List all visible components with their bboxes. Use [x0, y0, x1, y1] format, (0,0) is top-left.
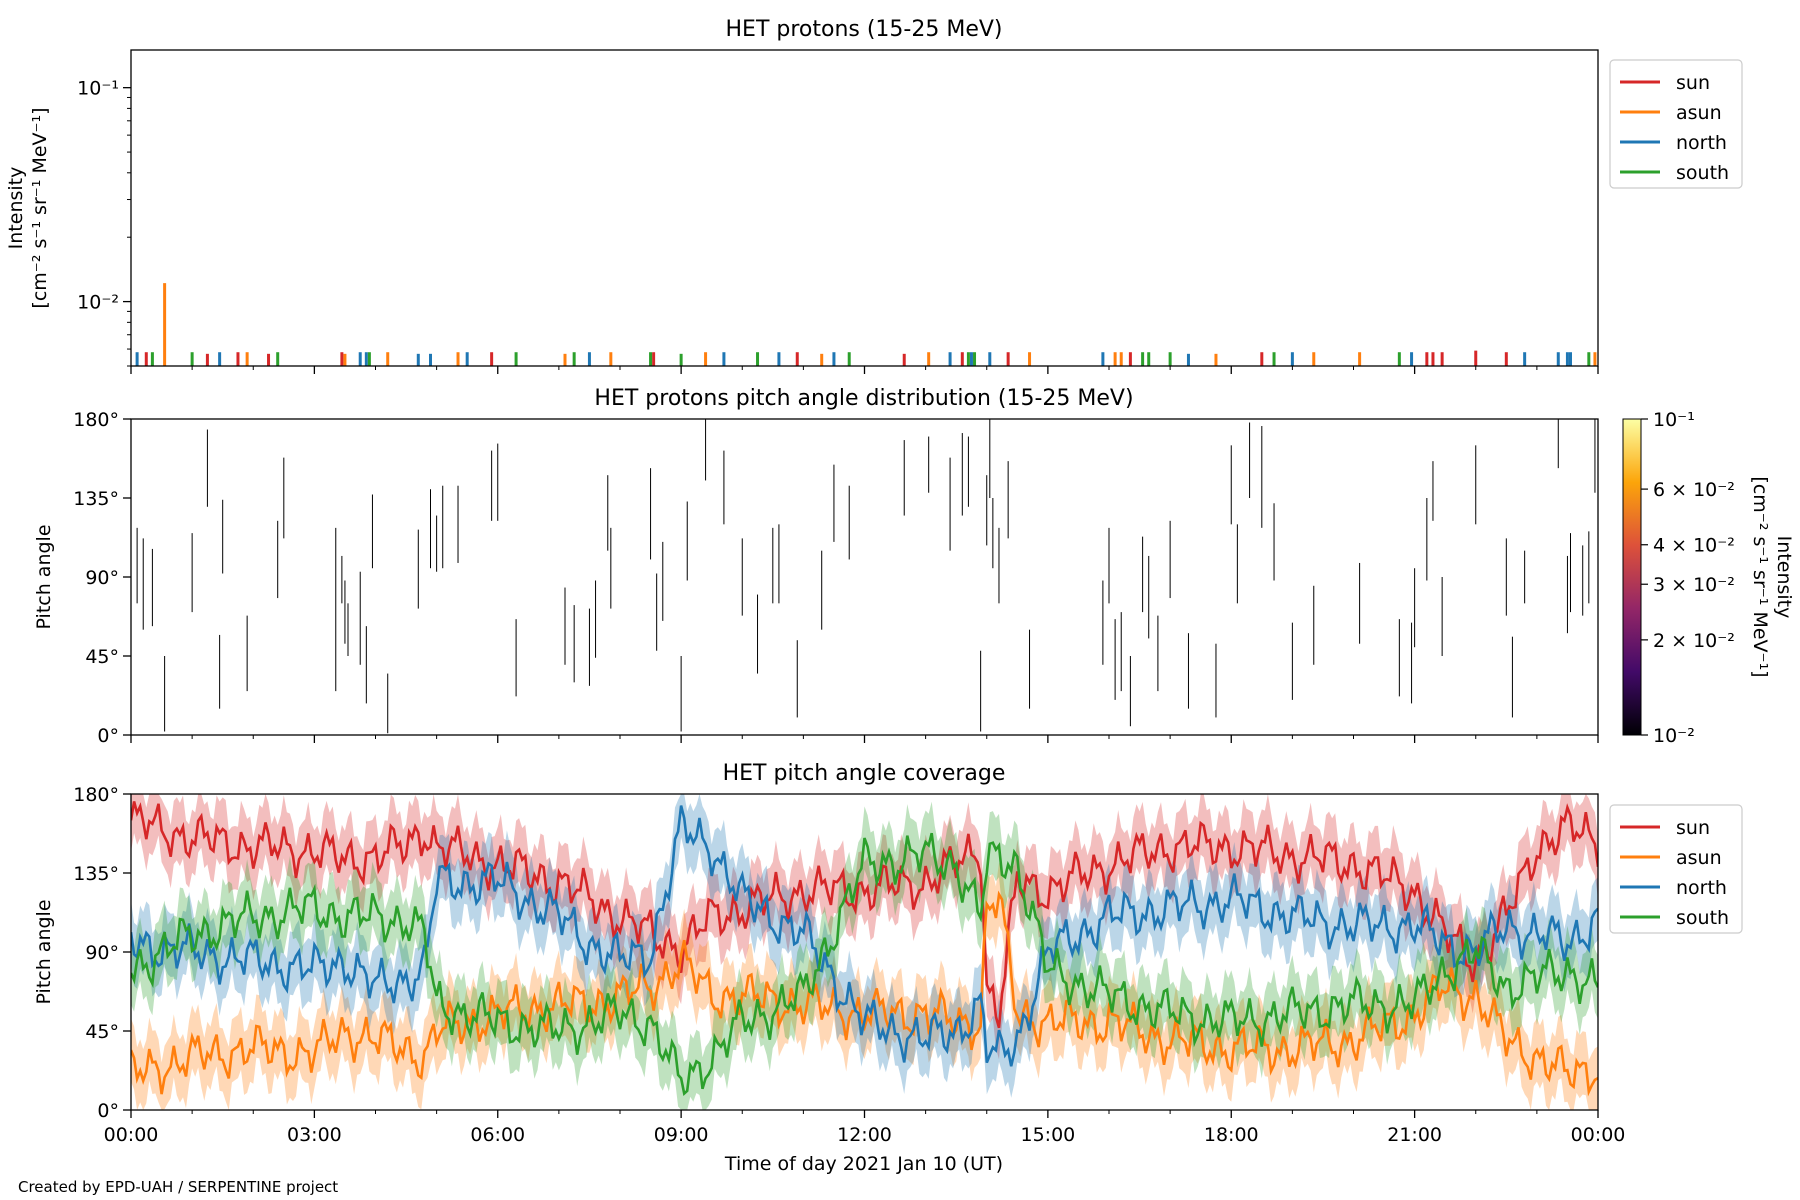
coverage-line-south: [131, 832, 1598, 1096]
panel3-legend: sun asun north south: [1609, 804, 1743, 934]
panel1-ylabel: Intensity [cm⁻² s⁻¹ sr⁻¹ MeV⁻¹]: [5, 107, 51, 308]
panel-intensity: HET protons (15-25 MeV) 10⁻¹ 10⁻² Intensi…: [5, 17, 1743, 374]
coverage-line-north: [131, 805, 1598, 1067]
panel3-marks: [131, 794, 1598, 1110]
y-tick-label: 10⁻¹: [77, 78, 119, 100]
panel3-frame: [130, 793, 1599, 1111]
legend-frame: [1609, 59, 1743, 189]
x-tick-label: 03:00: [287, 1124, 342, 1146]
coverage-band-asun: [131, 862, 1598, 1110]
panel-pitch-distribution: HET protons pitch angle distribution (15…: [33, 386, 1795, 747]
x-tick-label: 00:00: [104, 1124, 159, 1146]
panel2-frame: [130, 418, 1599, 736]
panel1-axes: 10⁻¹ 10⁻²: [77, 78, 1599, 374]
colorbar-gradient: [1622, 418, 1642, 736]
panel2-title: HET protons pitch angle distribution (15…: [594, 386, 1133, 411]
colorbar-tick-label: 10⁻¹: [1653, 409, 1695, 431]
panel1-title: HET protons (15-25 MeV): [726, 17, 1003, 42]
x-tick-label: 21:00: [1387, 1124, 1442, 1146]
colorbar-tick-label: 4 × 10⁻²: [1653, 535, 1735, 557]
colorbar-label: Intensity [cm⁻² s⁻¹ sr⁻¹ MeV⁻¹]: [1749, 476, 1795, 677]
panel-pitch-coverage: HET pitch angle coverage 0° 45° 90° 135° 180…: [33, 761, 1743, 1175]
legend-frame: [1609, 804, 1743, 934]
legend-label-asun: asun: [1676, 102, 1722, 124]
panel3-ylabel: Pitch angle: [33, 899, 55, 1004]
x-tick-label: 00:00: [1571, 1124, 1626, 1146]
y-tick-label: 45°: [85, 646, 119, 668]
colorbar-tick-label: 3 × 10⁻²: [1653, 574, 1735, 596]
credit-text: Created by EPD-UAH / SERPENTINE project: [18, 1178, 338, 1196]
y-tick-label: 135°: [73, 863, 119, 885]
panel3-title: HET pitch angle coverage: [723, 761, 1006, 786]
y-tick-label: 135°: [73, 488, 119, 510]
colorbar-tick-label: 6 × 10⁻²: [1653, 479, 1735, 501]
y-tick-label: 180°: [73, 409, 119, 431]
panel3-xlabel: Time of day 2021 Jan 10 (UT): [724, 1153, 1003, 1175]
x-tick-label: 15:00: [1020, 1124, 1075, 1146]
colorbar-ticks: 10⁻¹ 6 × 10⁻² 4 × 10⁻² 3 × 10⁻² 2 × 10⁻² 10⁻²: [1641, 409, 1735, 747]
panel1-marks: [135, 283, 1597, 366]
panel1-ylabel-line2: [cm⁻² s⁻¹ sr⁻¹ MeV⁻¹]: [29, 107, 51, 308]
panel1-legend: sun asun north south: [1609, 59, 1743, 189]
y-tick-label: 0°: [97, 1100, 119, 1122]
y-tick-label: 90°: [85, 942, 119, 964]
panel2-axes: 0° 45° 90° 135° 180°: [73, 409, 1599, 747]
y-tick-label: 90°: [85, 567, 119, 589]
y-tick-label: 0°: [97, 725, 119, 747]
legend-label-sun: sun: [1676, 72, 1710, 94]
legend-label-south: south: [1676, 162, 1729, 184]
x-tick-label: 12:00: [837, 1124, 892, 1146]
x-tick-label: 18:00: [1204, 1124, 1259, 1146]
legend-label-north: north: [1676, 132, 1727, 154]
panel1-ylabel-line1: Intensity: [5, 167, 27, 250]
colorbar-label-line1: Intensity: [1773, 536, 1795, 619]
coverage-line-sun: [131, 801, 1598, 1029]
legend-label-sun: sun: [1676, 817, 1710, 839]
coverage-band-south: [131, 801, 1598, 1110]
colorbar-tick-label: 10⁻²: [1653, 725, 1695, 747]
colorbar-tick-label: 2 × 10⁻²: [1653, 630, 1735, 652]
legend-label-south: south: [1676, 907, 1729, 929]
legend-label-asun: asun: [1676, 847, 1722, 869]
colorbar-label-line2: [cm⁻² s⁻¹ sr⁻¹ MeV⁻¹]: [1749, 476, 1771, 677]
panel3-axes: 0° 45° 90° 135° 180° 00:00 03:00 06:00 09:00 12:0…: [73, 784, 1625, 1146]
y-tick-label: 45°: [85, 1021, 119, 1043]
x-tick-label: 09:00: [654, 1124, 709, 1146]
panel2-marks: [136, 419, 1598, 734]
x-tick-label: 06:00: [470, 1124, 525, 1146]
colorbar: 10⁻¹ 6 × 10⁻² 4 × 10⁻² 3 × 10⁻² 2 × 10⁻² 10⁻²…: [1622, 409, 1795, 747]
y-tick-label: 180°: [73, 784, 119, 806]
panel2-ylabel: Pitch angle: [33, 524, 55, 629]
panel1-frame: [130, 49, 1599, 367]
y-tick-label: 10⁻²: [77, 292, 119, 314]
coverage-band-north: [131, 794, 1598, 1098]
coverage-line-asun: [131, 890, 1598, 1097]
legend-label-north: north: [1676, 877, 1727, 899]
